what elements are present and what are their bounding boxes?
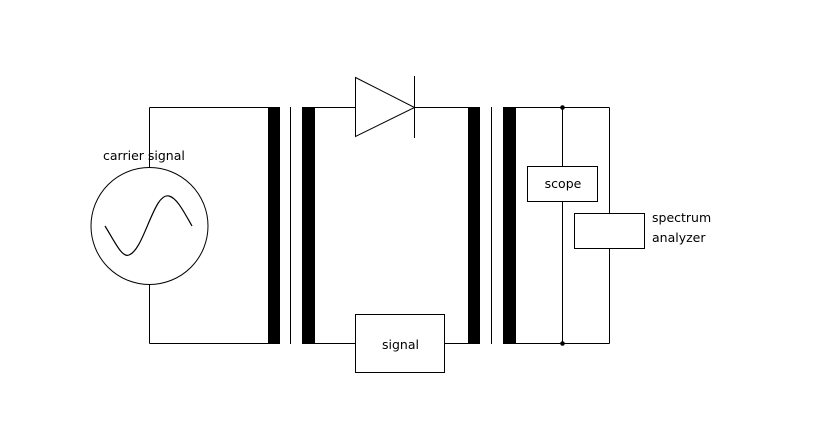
spectrum-analyzer-label-line1: spectrum [652, 210, 712, 225]
ac-source-icon [90, 167, 209, 285]
carrier-loop [149, 107, 268, 344]
junction-dot-top [560, 105, 565, 110]
spectrum-analyzer-label-line2: analyzer [652, 230, 706, 245]
scope-box [527, 166, 598, 202]
junction-dot-bottom [560, 341, 565, 346]
diode-icon [355, 76, 416, 138]
transformer-1 [268, 107, 315, 344]
transformer-2 [468, 107, 516, 344]
middle-loop [315, 107, 468, 344]
scope-label: scope [544, 176, 582, 191]
carrier-signal-label: carrier signal [103, 148, 185, 163]
spectrum-analyzer-box [574, 213, 645, 249]
signal-label: signal [382, 337, 419, 352]
signal-box [355, 314, 445, 373]
